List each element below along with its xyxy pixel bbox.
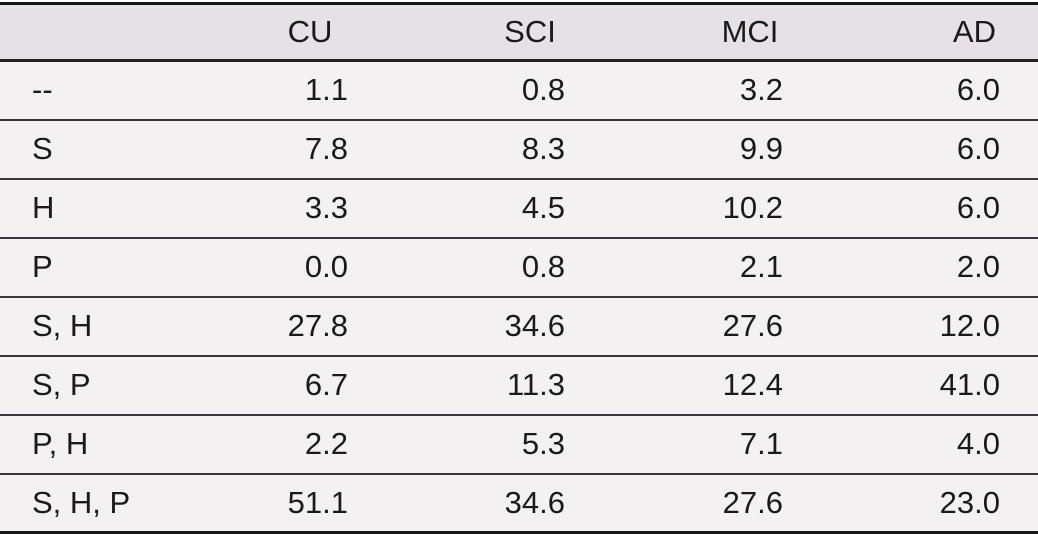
row-label: P, H: [32, 426, 89, 461]
table-row: P, H 2.2 5.3 7.1 4.0: [0, 414, 1038, 474]
cell-mci: 12.4: [722, 367, 783, 402]
cell-sci: 4.5: [521, 190, 565, 225]
cell-cu: 1.1: [304, 72, 348, 108]
cell-ad: 23.0: [939, 484, 1000, 520]
cell-sci: 0.8: [521, 72, 565, 108]
cell-ad: 2.0: [956, 249, 1000, 284]
cell-mci: 27.6: [722, 308, 783, 343]
row-label: S, H, P: [32, 484, 131, 520]
cell-sci: 5.3: [521, 426, 565, 461]
cell-cu: 0.0: [304, 249, 348, 284]
table-row: P 0.0 0.8 2.1 2.0: [0, 237, 1038, 297]
cell-mci: 2.1: [739, 249, 783, 284]
cell-mci: 3.2: [739, 72, 783, 108]
cell-cu: 51.1: [287, 484, 348, 520]
row-label-column-header: [0, 4, 200, 61]
row-label: S, P: [32, 367, 91, 402]
cell-sci: 34.6: [504, 484, 565, 520]
column-header-sci: SCI: [504, 14, 556, 49]
table-body: -- 1.1 0.8 3.2 6.0 S 7.8 8.3 9.9 6.0 H 3.3 4.5 10.2 6.…: [0, 60, 1038, 533]
cell-sci: 8.3: [521, 131, 565, 166]
row-label: S: [32, 131, 53, 166]
column-header-ad: AD: [952, 14, 996, 49]
cell-mci: 27.6: [722, 484, 783, 520]
cell-sci: 11.3: [506, 367, 565, 402]
row-label: H: [32, 190, 55, 225]
table-row: S, H 27.8 34.6 27.6 12.0: [0, 296, 1038, 356]
results-table-container: CU SCI MCI AD -- 1.1 0.8 3.2 6.0 S 7.8 8.3 9.9 6.0 H 3…: [0, 2, 1038, 534]
cell-cu: 6.7: [304, 367, 348, 402]
table-row: S, P 6.7 11.3 12.4 41.0: [0, 355, 1038, 415]
cell-cu: 27.8: [287, 308, 348, 343]
column-header-cu: CU: [287, 14, 333, 49]
cell-mci: 9.9: [739, 131, 783, 166]
cell-ad: 6.0: [956, 190, 1000, 225]
cell-ad: 6.0: [956, 72, 1000, 108]
cell-sci: 0.8: [521, 249, 565, 284]
cell-mci: 7.1: [739, 426, 783, 461]
cell-sci: 34.6: [504, 308, 565, 343]
row-label: --: [32, 72, 53, 108]
cell-cu: 7.8: [304, 131, 348, 166]
table-row: S, H, P 51.1 34.6 27.6 23.0: [0, 473, 1038, 533]
table-row: -- 1.1 0.8 3.2 6.0: [0, 60, 1038, 120]
column-header-mci: MCI: [721, 14, 779, 49]
cell-cu: 2.2: [304, 426, 348, 461]
row-label: S, H: [32, 308, 93, 343]
cell-ad: 41.0: [939, 367, 1000, 402]
table-row: S 7.8 8.3 9.9 6.0: [0, 119, 1038, 179]
header-row: CU SCI MCI AD: [0, 3, 1038, 61]
cell-mci: 10.2: [722, 190, 783, 225]
table-header: CU SCI MCI AD: [0, 3, 1038, 61]
table-row: H 3.3 4.5 10.2 6.0: [0, 178, 1038, 238]
row-label: P: [32, 249, 53, 284]
cell-ad: 12.0: [939, 308, 1000, 343]
results-table: CU SCI MCI AD -- 1.1 0.8 3.2 6.0 S 7.8 8.3 9.9 6.0 H 3…: [0, 2, 1038, 534]
cell-ad: 6.0: [956, 131, 1000, 166]
cell-cu: 3.3: [304, 190, 348, 225]
cell-ad: 4.0: [956, 426, 1000, 461]
